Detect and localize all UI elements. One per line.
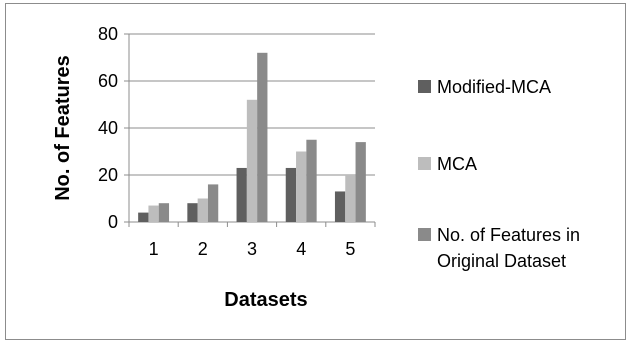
bar-series1-dataset-3	[236, 167, 247, 222]
bar-series1-dataset-4	[285, 167, 297, 222]
legend-label-modified-mca: Modified-MCA	[437, 77, 552, 97]
y-tick-label-60: 60	[98, 71, 118, 91]
y-tick-label-0: 0	[108, 212, 118, 232]
legend-item-original-features: No. of Features in Original Dataset	[418, 222, 627, 274]
x-tick-label-2: 2	[198, 239, 208, 259]
bar-series1-dataset-5	[334, 191, 346, 222]
x-tick-label-5: 5	[345, 239, 355, 259]
legend-item-mca: MCA	[418, 151, 627, 177]
bar-series2-dataset-5	[345, 175, 356, 222]
y-axis-title: No. of Features	[52, 55, 74, 201]
bar-series2-dataset-1	[148, 205, 159, 222]
bar-chart: 0 20 40 60 80 1 2 3 4 5 No. of Features	[52, 24, 376, 259]
bar-series3-dataset-5	[355, 142, 366, 222]
x-axis-title: Datasets	[224, 289, 308, 311]
bar-series1-dataset-1	[138, 212, 149, 222]
legend-item-modified-mca: Modified-MCA	[418, 74, 627, 100]
bar-series3-dataset-4	[306, 139, 317, 222]
bar-series3-dataset-2	[207, 184, 219, 222]
legend-swatch-modified-mca	[418, 80, 431, 93]
x-tick-label-4: 4	[296, 239, 306, 259]
bar-series3-dataset-1	[158, 203, 170, 222]
legend-label-original-features: No. of Features in Original Dataset	[437, 225, 581, 271]
legend-swatch-original-features	[418, 228, 431, 241]
x-tick-label-1: 1	[149, 239, 159, 259]
legend-label-mca: MCA	[437, 154, 477, 174]
y-tick-label-80: 80	[98, 24, 118, 44]
bar-series2-dataset-4	[296, 151, 307, 222]
x-tick-label-3: 3	[247, 239, 257, 259]
chart-frame: 0 20 40 60 80 1 2 3 4 5 No. of Features Modified-M…	[5, 3, 626, 340]
bar-series3-dataset-3	[257, 52, 268, 222]
legend-swatch-mca	[418, 157, 431, 170]
y-tick-label-20: 20	[98, 165, 118, 185]
bar-series2-dataset-3	[246, 99, 258, 222]
bar-series1-dataset-2	[187, 203, 198, 222]
y-tick-label-40: 40	[98, 118, 118, 138]
bar-series2-dataset-2	[197, 198, 208, 222]
